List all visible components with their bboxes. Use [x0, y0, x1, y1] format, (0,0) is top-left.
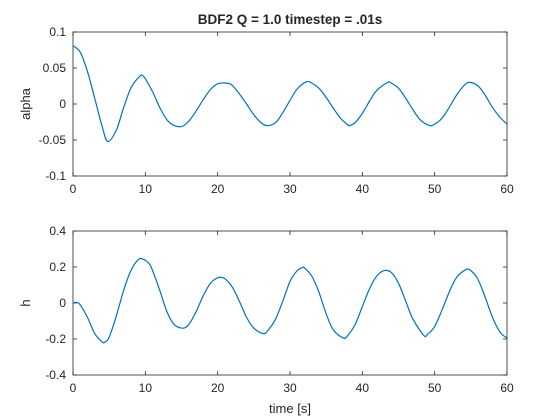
alpha-axes: 0 10 20 30 40 50 60 -0.1 -0.05 0 0.05 0.1 alpha BDF2 … [18, 12, 514, 196]
h-xtick-label: 10 [139, 381, 153, 395]
h-axes: 0 10 20 30 40 50 60 -0.4 -0.2 0 0.2 0.4 h time [s] [18, 224, 514, 416]
alpha-series-line [72, 45, 508, 143]
h-xtick-label: 40 [356, 381, 370, 395]
h-xtick-label: 30 [283, 381, 297, 395]
alpha-xtick-label: 10 [139, 182, 153, 196]
h-xtick-label: 20 [211, 381, 225, 395]
alpha-xtick-label: 30 [283, 182, 297, 196]
alpha-ytick-label: 0.05 [43, 61, 67, 75]
h-series-line [72, 257, 508, 344]
alpha-xtick-label: 40 [356, 182, 370, 196]
h-ytick-label: 0 [59, 296, 66, 310]
alpha-xtick-label: 0 [70, 182, 77, 196]
alpha-ytick-label: 0.1 [49, 25, 66, 39]
h-ytick-label: 0.2 [49, 260, 66, 274]
h-ytick-label: -0.4 [45, 368, 66, 382]
alpha-title: BDF2 Q = 1.0 timestep = .01s [198, 12, 383, 27]
h-xtick-label: 50 [428, 381, 442, 395]
h-ytick-label: -0.2 [45, 332, 66, 346]
h-ylabel: h [18, 299, 33, 306]
h-xlabel: time [s] [269, 401, 311, 416]
alpha-xtick-label: 60 [500, 182, 514, 196]
h-xtick-label: 60 [500, 381, 514, 395]
alpha-ylabel: alpha [18, 87, 33, 120]
h-ytick-label: 0.4 [49, 224, 66, 238]
alpha-ytick-label: -0.05 [39, 133, 67, 147]
alpha-ytick-label: -0.1 [45, 169, 66, 183]
alpha-axes-box [72, 31, 508, 177]
alpha-ytick-label: 0 [59, 97, 66, 111]
alpha-xtick-label: 20 [211, 182, 225, 196]
alpha-xtick-label: 50 [428, 182, 442, 196]
h-axes-box [72, 230, 508, 376]
h-xtick-label: 0 [70, 381, 77, 395]
